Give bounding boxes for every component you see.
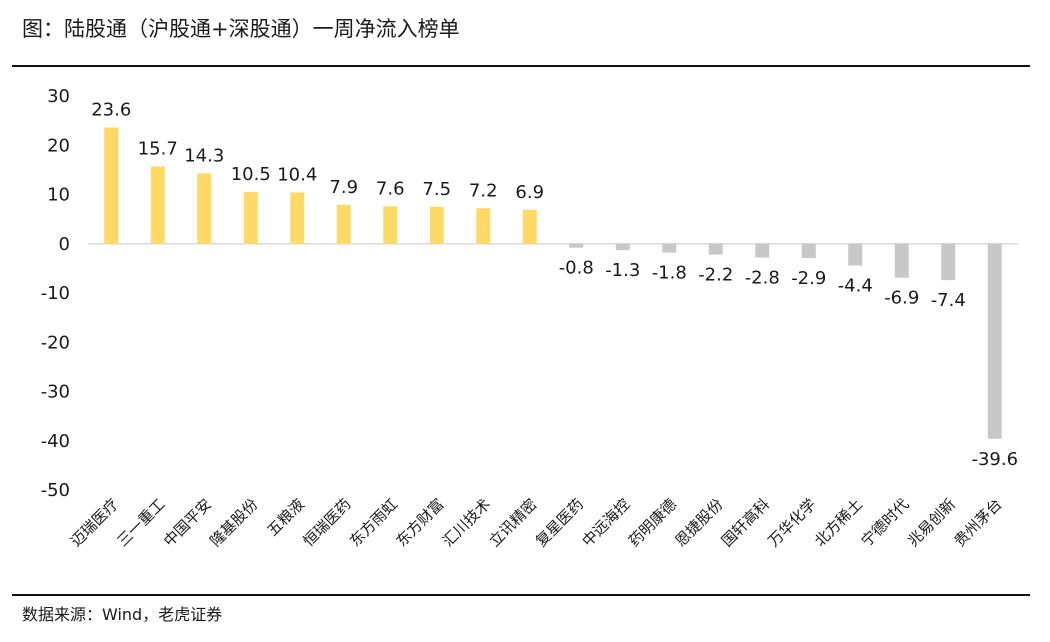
data-label: -4.4: [838, 275, 873, 296]
data-label: 7.6: [376, 178, 405, 199]
x-tick-label: 立讯精密: [485, 495, 540, 550]
bar: [708, 243, 723, 255]
x-tick-label: 东方雨虹: [346, 495, 401, 550]
x-tick-label: 贵州茅台: [950, 495, 1005, 550]
y-tick-label: -10: [41, 283, 70, 304]
data-label: -1.8: [652, 263, 687, 284]
bar: [755, 243, 770, 258]
x-tick-label: 万华化学: [764, 495, 819, 550]
x-tick-label: 恒瑞医药: [299, 495, 354, 550]
bar: [104, 127, 119, 244]
data-label: -2.9: [791, 268, 826, 289]
data-label: -2.2: [698, 265, 733, 286]
data-label: -1.3: [605, 260, 640, 281]
y-tick-label: -40: [41, 431, 70, 452]
bar: [801, 243, 816, 259]
bar: [615, 243, 630, 251]
y-tick-label: -50: [41, 480, 70, 501]
data-label: 10.4: [277, 165, 317, 186]
bar: [243, 192, 258, 244]
data-label: -7.4: [931, 290, 966, 311]
chart-title: 图：陆股通（沪股通+深股通）一周净流入榜单: [22, 17, 460, 41]
data-label: 7.2: [469, 180, 498, 201]
bar: [429, 206, 444, 244]
top-rule: [12, 65, 1030, 67]
data-label: -6.9: [884, 288, 919, 309]
x-tick-label: 迈瑞医疗: [67, 495, 122, 550]
data-label: 15.7: [138, 138, 178, 159]
bottom-rule: [12, 594, 1030, 596]
y-tick-label: -30: [41, 382, 70, 403]
bar: [383, 206, 398, 244]
x-tick-label: 药明康德: [625, 495, 680, 550]
x-tick-label: 国轩高科: [718, 495, 773, 550]
x-tick-label: 中国平安: [160, 495, 215, 550]
bar: [522, 209, 537, 244]
data-label: -39.6: [971, 449, 1018, 470]
bar: [336, 204, 351, 244]
bar: [941, 243, 956, 281]
x-tick-label: 北方稀土: [811, 495, 866, 550]
y-tick-label: 30: [47, 86, 70, 107]
y-tick-label: 10: [47, 185, 70, 206]
data-label: 6.9: [515, 182, 544, 203]
bar: [197, 173, 212, 244]
data-label: -0.8: [559, 258, 594, 279]
y-tick-label: 20: [47, 135, 70, 156]
x-tick-label: 隆基股份: [206, 495, 261, 550]
x-tick-label: 宁德时代: [857, 495, 912, 550]
bar: [848, 243, 863, 266]
bar: [987, 243, 1002, 439]
x-tick-label: 汇川技术: [439, 495, 494, 550]
y-tick-label: -20: [41, 332, 70, 353]
data-source: 数据来源：Wind，老虎证券: [22, 605, 223, 624]
data-label: 7.5: [422, 179, 451, 200]
bar: [476, 208, 491, 244]
y-tick-label: 0: [59, 234, 70, 255]
x-tick-label: 恩捷股份: [671, 495, 726, 550]
x-tick-label: 三一重工: [113, 495, 168, 550]
x-tick-label: 五粮液: [264, 495, 309, 540]
bar: [290, 192, 305, 244]
bar: [150, 166, 165, 244]
data-label: 7.9: [329, 177, 358, 198]
data-label: 10.5: [231, 164, 271, 185]
x-tick-label: 中远海控: [578, 495, 633, 550]
x-tick-label: 东方财富: [392, 495, 447, 550]
x-tick-label: 复星医药: [532, 495, 587, 550]
x-tick-label: 兆易创新: [904, 495, 959, 550]
bar: [894, 243, 909, 278]
data-label: -2.8: [745, 268, 780, 289]
bar-chart: 30 20 10 0 -10 -20 -30 -40 -50 23.6 迈瑞医疗 15.7 三一重工 14…: [41, 86, 1018, 550]
data-label: 23.6: [91, 100, 131, 121]
bar: [569, 243, 584, 248]
data-label: 14.3: [184, 145, 224, 166]
bar: [662, 243, 677, 253]
